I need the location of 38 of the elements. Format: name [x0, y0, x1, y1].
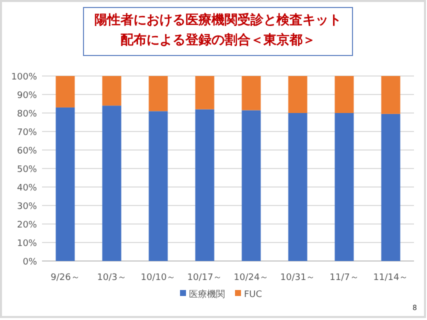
x-tick-label: 10/24～ [234, 273, 269, 283]
y-tick-label: 90% [16, 91, 38, 101]
x-tick-label: 10/17～ [187, 273, 222, 283]
bar [288, 113, 308, 261]
bar [242, 76, 261, 110]
bar [334, 113, 354, 261]
y-tick-label: 40% [16, 184, 38, 194]
bar [242, 110, 261, 261]
bar [148, 111, 168, 261]
y-tick-label: 30% [16, 202, 38, 212]
legend-label: FUC [244, 290, 262, 300]
bar [102, 106, 122, 261]
bar [56, 107, 75, 261]
y-tick-label: 0% [22, 258, 38, 268]
y-tick-label: 60% [16, 146, 38, 156]
bar [381, 76, 400, 114]
x-tick-label: 10/3～ [97, 273, 126, 283]
x-tick-label: 9/26～ [50, 273, 80, 283]
x-tick-label: 10/10～ [140, 273, 176, 283]
legend-label: 医療機関 [189, 289, 225, 300]
x-tick-label: 11/14～ [373, 273, 408, 283]
y-tick-label: 80% [16, 110, 38, 120]
y-tick-label: 20% [16, 220, 38, 230]
y-tick-label: 10% [16, 239, 38, 249]
x-tick-label: 10/31～ [280, 273, 316, 283]
bar [195, 109, 214, 261]
y-tick-label: 100% [11, 72, 38, 82]
y-tick-label: 70% [16, 128, 38, 138]
bar [381, 114, 400, 261]
bar [102, 76, 122, 106]
bar [334, 76, 354, 113]
bar [148, 76, 168, 112]
chart-title: 陽性者における医療機関受診と検査キット配布による登録の割合＜東京都＞ [83, 7, 353, 56]
bar [288, 76, 308, 113]
x-tick-label: 11/7～ [330, 273, 359, 283]
y-tick-label: 50% [16, 165, 38, 175]
bar [56, 76, 75, 108]
bar [195, 76, 214, 110]
